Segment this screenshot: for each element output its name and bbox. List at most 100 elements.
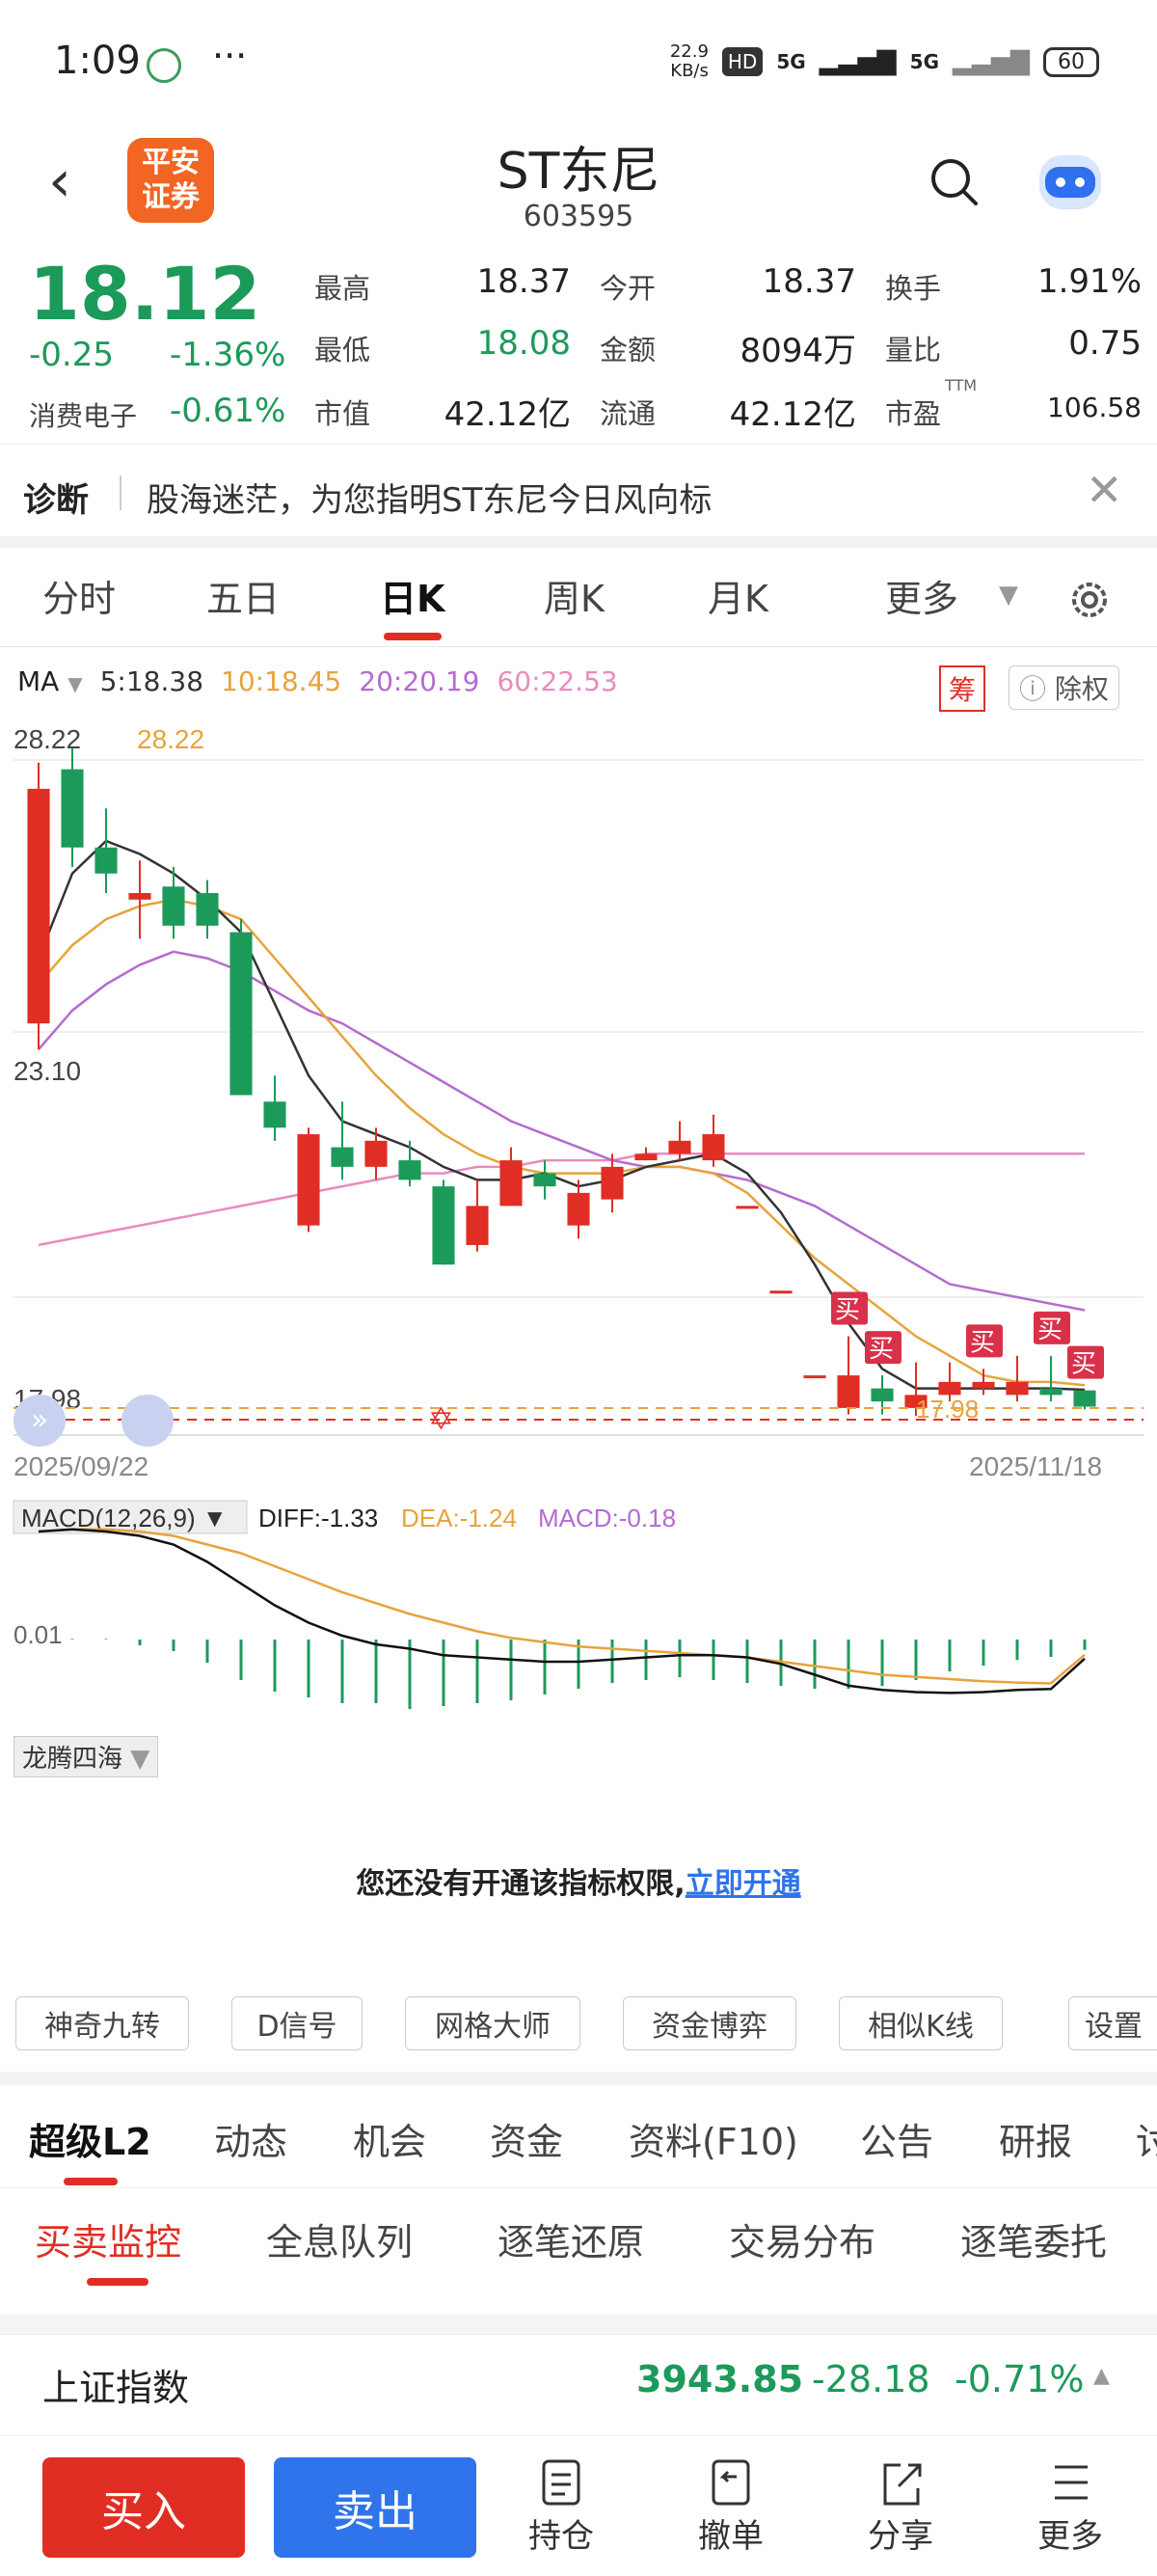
subtab-trade-monitor[interactable]: 买卖监控 xyxy=(35,2221,182,2264)
candle-body xyxy=(668,1140,691,1154)
value-open: 18.37 xyxy=(762,262,856,301)
tab-more[interactable]: 更多 xyxy=(885,578,959,620)
status-right: 22.9 KB/s HD 5G ▂▃▅▇ 5G ▂▃▅▇ 60 xyxy=(670,42,1099,81)
candle-body xyxy=(432,1186,455,1265)
period-tabs: 分时 五日 日K 周K 月K 更多 ▼ xyxy=(0,550,1157,647)
tab-five-day[interactable]: 五日 xyxy=(206,578,281,620)
share-button[interactable]: 分享 xyxy=(843,2455,958,2557)
holdings-label: 持仓 xyxy=(528,2517,594,2556)
ma-selector[interactable]: MA ▼ xyxy=(17,665,83,697)
tab-f10[interactable]: 资料(F10) xyxy=(629,2121,798,2163)
ai-robot-icon[interactable] xyxy=(1032,148,1109,217)
macd-chart[interactable]: MACD(12,26,9) ▼ DIFF:-1.33 DEA:-1.24 MACD:-… xyxy=(0,1495,1157,1736)
candle-body xyxy=(162,886,185,926)
kline-chart[interactable]: 28.2223.1017.9828.2217.98买买买买买2025/09/22… xyxy=(0,714,1157,1485)
buy-signal-marker xyxy=(1067,1345,1104,1379)
macd-value: MACD:-0.18 xyxy=(538,1504,676,1532)
candle-body xyxy=(567,1192,590,1226)
more-icon xyxy=(1055,2465,1088,2500)
tab-daily-k[interactable]: 日K xyxy=(380,578,445,620)
tab-research[interactable]: 研报 xyxy=(999,2121,1073,2163)
candle-body xyxy=(904,1395,928,1408)
candle-body xyxy=(533,1173,556,1187)
label-low: 最低 xyxy=(314,334,371,366)
y-tick-label: 28.22 xyxy=(13,724,81,754)
tab-intraday[interactable]: 分时 xyxy=(42,578,117,620)
adjust-rights-button[interactable]: ⓘ 除权 xyxy=(1009,665,1119,710)
index-change-pct: -0.71% xyxy=(955,2358,1085,2400)
candle-body xyxy=(196,893,219,926)
candle-body xyxy=(331,1147,354,1167)
tab-weekly-k[interactable]: 周K xyxy=(544,578,605,620)
candle-body xyxy=(61,769,84,848)
label-pe: 市盈 xyxy=(885,397,942,430)
diagnosis-label: 诊断 xyxy=(23,481,89,520)
macd-label: MACD(12,26,9) ▼ xyxy=(21,1504,228,1532)
tab-super-l2[interactable]: 超级L2 xyxy=(29,2121,151,2163)
tab-announcement[interactable]: 公告 xyxy=(860,2121,934,2163)
diagnosis-text: 股海迷茫，为您指明ST东尼今日风向标 xyxy=(147,481,713,520)
candle-body xyxy=(27,788,50,1024)
tool-button-d-signal[interactable]: D信号 xyxy=(231,1996,363,2050)
holdings-button[interactable]: 持仓 xyxy=(503,2455,619,2557)
ma60-line xyxy=(38,1152,1085,1247)
tool-button-capital-game[interactable]: 资金博弈 xyxy=(623,1996,796,2050)
label-amount: 金额 xyxy=(600,334,657,366)
tab-opportunity[interactable]: 机会 xyxy=(353,2121,427,2163)
candle-body xyxy=(601,1166,624,1200)
candle-body xyxy=(263,1101,286,1128)
buy-button[interactable]: 买入 xyxy=(42,2457,245,2558)
low-price-label: 17.98 xyxy=(916,1395,979,1424)
value-market-cap: 42.12亿 xyxy=(444,395,571,434)
chevron-down-icon[interactable]: ▼ xyxy=(999,581,1018,610)
fullscreen-icon[interactable] xyxy=(121,1395,174,1447)
nav-active-indicator xyxy=(64,2178,118,2185)
broker-logo: 平安 证券 xyxy=(127,138,214,223)
chips-button[interactable]: 筹 xyxy=(939,665,986,712)
logo-line1: 平安 xyxy=(142,146,200,179)
tool-button-similar-k[interactable]: 相似K线 xyxy=(839,1996,1003,2050)
stock-name: ST东尼 xyxy=(497,143,660,201)
buy-signal-label: 买 xyxy=(1037,1315,1063,1344)
tab-capital[interactable]: 资金 xyxy=(490,2121,564,2163)
label-high: 最高 xyxy=(314,272,371,305)
ma10-line xyxy=(38,898,1086,1387)
more-button[interactable]: 更多 xyxy=(1012,2455,1128,2557)
tab-discuss[interactable]: 讨 xyxy=(1136,2121,1157,2163)
subtab-tick-orders[interactable]: 逐笔委托 xyxy=(960,2221,1108,2264)
search-icon[interactable] xyxy=(928,155,982,209)
candle-body xyxy=(702,1134,725,1161)
subtab-full-queue[interactable]: 全息队列 xyxy=(266,2221,414,2264)
value-high: 18.37 xyxy=(476,262,571,301)
tab-news[interactable]: 动态 xyxy=(214,2121,288,2163)
expand-left-icon[interactable]: » xyxy=(13,1395,66,1447)
activate-link[interactable]: 立即开通 xyxy=(685,1867,801,1901)
cancel-order-icon xyxy=(712,2459,750,2506)
subtab-trade-distribution[interactable]: 交易分布 xyxy=(729,2221,876,2264)
close-icon[interactable]: ✕ xyxy=(1086,464,1123,516)
sell-button[interactable]: 卖出 xyxy=(274,2457,476,2558)
candle-body xyxy=(871,1388,894,1402)
buy-signal-marker xyxy=(1034,1311,1070,1344)
subtab-tick-restore[interactable]: 逐笔还原 xyxy=(498,2221,645,2264)
candle-body xyxy=(634,1153,658,1161)
tab-monthly-k[interactable]: 月K xyxy=(708,578,768,620)
candle-body xyxy=(398,1160,421,1180)
tool-button-settings[interactable]: 设置 xyxy=(1068,1996,1157,2050)
sub-tabs: 买卖监控 全息队列 逐笔还原 交易分布 逐笔委托 xyxy=(0,2199,1157,2295)
ttm-label: TTM xyxy=(945,376,978,394)
index-ticker[interactable]: 上证指数 3943.85 -28.18 -0.71% ▲ xyxy=(0,2334,1157,2441)
diagnosis-divider xyxy=(120,475,121,510)
event-star-icon[interactable]: ✡ xyxy=(428,1400,454,1437)
indicator-selector[interactable]: 龙腾四海 ▼ xyxy=(13,1736,159,1777)
cancel-order-button[interactable]: 撤单 xyxy=(673,2455,789,2557)
gear-icon[interactable] xyxy=(1066,577,1113,623)
value-volume-ratio: 0.75 xyxy=(1068,324,1142,363)
more-label: 更多 xyxy=(1037,2517,1103,2556)
tool-button-nine-turn[interactable]: 神奇九转 xyxy=(15,1996,189,2050)
expand-up-icon[interactable]: ▲ xyxy=(1093,2364,1110,2388)
diagnosis-bar[interactable]: 诊断 股海迷茫，为您指明ST东尼今日风向标 ✕ xyxy=(0,444,1157,541)
ma-dropdown-icon: ▼ xyxy=(67,672,83,695)
tool-button-grid-master[interactable]: 网格大师 xyxy=(405,1996,580,2050)
back-icon[interactable]: ‹ xyxy=(48,148,71,215)
